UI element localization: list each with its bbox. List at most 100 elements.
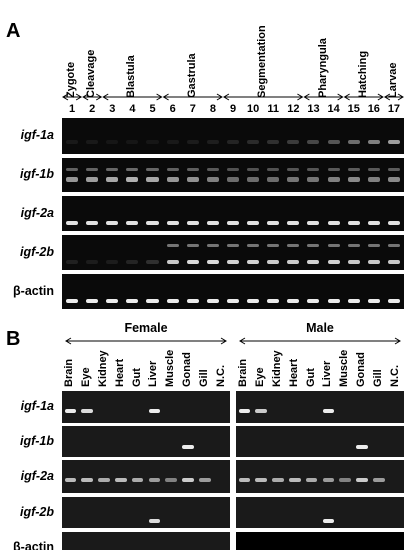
gel-band (66, 176, 79, 182)
lane-number: 10 (246, 103, 260, 115)
stage-arrow-head-right (75, 93, 83, 101)
lane-number: 16 (367, 103, 380, 115)
gel-band (86, 260, 99, 265)
gel-band (287, 221, 300, 226)
gene-label: igf-1a (20, 128, 54, 142)
group-arrow-head-right (220, 337, 227, 345)
gel-band (166, 176, 179, 182)
gel-band-faint (206, 168, 219, 172)
group-arrow-head-right (394, 337, 401, 345)
stage-arrow-head-right (156, 93, 163, 101)
gel-image (62, 196, 404, 231)
gel-band (347, 140, 360, 145)
gel-band (86, 176, 99, 182)
stage-arrow-head-left (343, 93, 350, 101)
gene-label: igf-2a (20, 205, 54, 220)
gene-label: igf-2a (20, 468, 54, 483)
gene-label: igf-2b (19, 504, 54, 519)
gel-image (62, 118, 404, 154)
tissue-label: Gonad (181, 352, 193, 387)
gel-band (322, 408, 335, 413)
gel-band-upper (166, 243, 179, 247)
gel-band (86, 221, 99, 226)
gel-band (126, 221, 139, 226)
tissue-label: Gill (197, 369, 210, 387)
gel-band (106, 221, 119, 226)
group-arrow-head-left (239, 337, 246, 345)
gel-band (387, 260, 400, 265)
stage-arrow-head-right (337, 93, 344, 101)
gel-band (347, 221, 360, 226)
stage-arrow-head-left (82, 93, 89, 101)
gel-band (267, 221, 280, 226)
gel-band (186, 260, 199, 265)
gel-band (367, 176, 380, 182)
gel-band (272, 478, 284, 483)
tissue-label: Gill (371, 369, 384, 387)
gel-band-upper (287, 243, 300, 247)
gel-band (367, 140, 380, 145)
gel-band (182, 478, 194, 483)
tissue-label: Gonad (355, 352, 367, 387)
gel-band-faint (307, 168, 320, 172)
gel-image-male (236, 497, 404, 528)
gel-band-upper (226, 243, 240, 247)
gel-band-faint (186, 168, 199, 172)
gel-band-faint (387, 168, 400, 172)
group-header: Female (124, 321, 168, 335)
tissue-label: Brain (63, 358, 76, 387)
gel-image (62, 274, 404, 309)
gel-image-male (236, 391, 404, 423)
gel-band (372, 478, 385, 483)
gel-band (387, 140, 400, 145)
gel-band (339, 478, 352, 483)
stage-arrow-head-left (162, 93, 169, 101)
stage-arrow-head-right (216, 93, 223, 101)
gel-band (146, 260, 159, 265)
gel-band (206, 299, 219, 304)
gel-band (356, 444, 368, 449)
gel-band (267, 176, 280, 182)
gel-band (146, 140, 159, 145)
gel-band-faint (327, 168, 340, 172)
gel-band (126, 140, 139, 145)
gel-band (307, 221, 320, 226)
gene-label: igf-2b (19, 244, 54, 259)
gel-image-male (236, 426, 404, 457)
gel-band (238, 408, 251, 413)
lane-number: 4 (129, 103, 136, 115)
gel-image-female (62, 391, 230, 423)
tissue-label: Eye (254, 367, 267, 387)
gel-band (247, 260, 260, 265)
gel-band (66, 299, 79, 304)
gel-band (305, 478, 318, 483)
gel-band (226, 260, 240, 265)
gel-band-upper (267, 243, 280, 247)
gel-band-faint (226, 168, 240, 172)
gel-band (98, 478, 110, 483)
gel-band (387, 176, 400, 182)
gene-label: β-actin (13, 540, 54, 550)
gel-band (226, 176, 240, 182)
gel-band (182, 444, 194, 449)
gel-image-male (236, 532, 404, 550)
gel-band (126, 176, 139, 182)
tissue-label: Kidney (271, 350, 283, 387)
gel-band (146, 299, 159, 304)
tissue-label: Heart (113, 358, 126, 387)
lane-number: 15 (347, 103, 360, 115)
gel-band-upper (186, 243, 199, 247)
gel-band (287, 176, 300, 182)
gel-band (367, 221, 380, 226)
stage-arrow-head-right (297, 93, 304, 101)
gel-band (287, 260, 300, 265)
gel-band-faint (106, 168, 119, 172)
gel-band (206, 260, 219, 265)
gene-label: igf-1b (19, 433, 54, 448)
gel-band-faint (247, 168, 260, 172)
gel-band (247, 140, 260, 145)
gel-band (307, 260, 320, 265)
